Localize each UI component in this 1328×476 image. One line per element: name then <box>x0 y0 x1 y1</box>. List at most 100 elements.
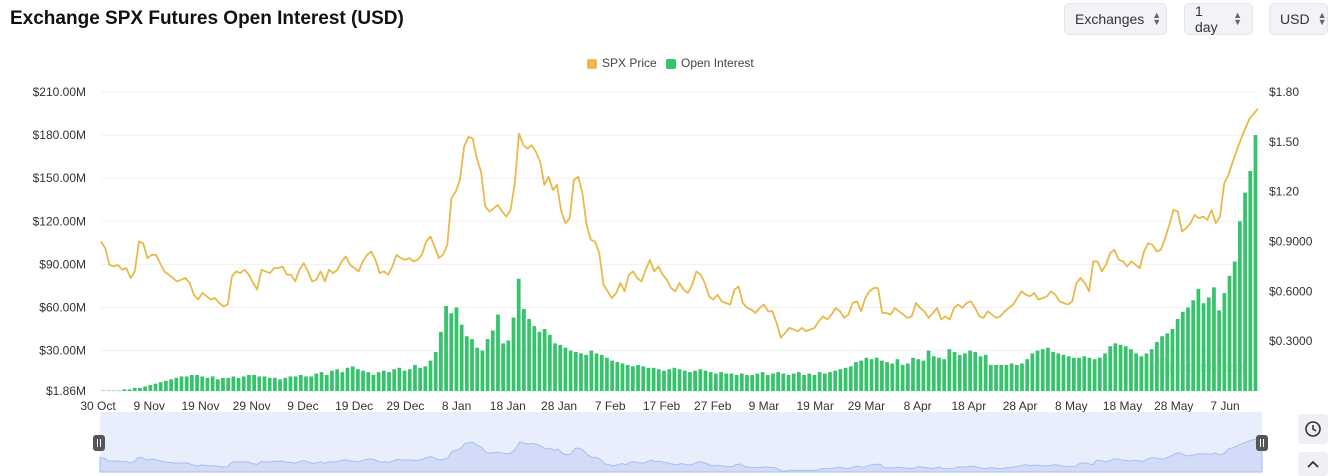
oi-bar[interactable] <box>594 353 599 391</box>
oi-bar[interactable] <box>413 364 417 391</box>
oi-bar[interactable] <box>153 383 158 391</box>
oi-bar[interactable] <box>148 385 153 391</box>
oi-bar[interactable] <box>880 360 884 391</box>
oi-bar[interactable] <box>278 379 282 391</box>
oi-bar[interactable] <box>563 347 568 391</box>
oi-bar[interactable] <box>620 363 625 392</box>
oi-bar[interactable] <box>988 364 993 391</box>
oi-bar[interactable] <box>1020 363 1024 392</box>
oi-bar[interactable] <box>1061 354 1066 391</box>
oi-bar[interactable] <box>859 360 864 391</box>
oi-bar[interactable] <box>319 372 324 391</box>
oi-bar[interactable] <box>1046 347 1050 391</box>
oi-bar[interactable] <box>703 370 708 391</box>
oi-bar[interactable] <box>1165 333 1170 391</box>
oi-bar[interactable] <box>937 357 941 391</box>
oi-bar[interactable] <box>895 359 900 391</box>
oi-bar[interactable] <box>257 376 262 391</box>
oi-bar[interactable] <box>1238 221 1242 391</box>
navigator-handle-right[interactable] <box>1256 435 1268 451</box>
oi-bar[interactable] <box>314 373 319 391</box>
oi-bar[interactable] <box>786 375 791 391</box>
oi-bar[interactable] <box>381 370 386 391</box>
oi-bar[interactable] <box>651 367 656 391</box>
oi-bar[interactable] <box>822 373 827 391</box>
oi-bar[interactable] <box>215 379 220 391</box>
oi-bar[interactable] <box>926 350 931 391</box>
oi-bar[interactable] <box>983 354 988 391</box>
oi-bar[interactable] <box>371 375 376 391</box>
oi-bar[interactable] <box>994 364 998 391</box>
oi-bar[interactable] <box>900 364 905 391</box>
oi-bar[interactable] <box>641 366 646 391</box>
oi-bar[interactable] <box>267 377 272 391</box>
oi-bar[interactable] <box>1144 353 1149 391</box>
oi-bar[interactable] <box>1217 310 1222 391</box>
oi-bar[interactable] <box>195 375 199 391</box>
oi-bar[interactable] <box>361 370 365 391</box>
oi-bar[interactable] <box>1248 171 1253 391</box>
oi-bar[interactable] <box>1077 357 1081 391</box>
oi-bar[interactable] <box>656 369 661 391</box>
oi-bar[interactable] <box>490 330 495 391</box>
oi-bar[interactable] <box>288 376 293 391</box>
oi-bar[interactable] <box>376 372 381 391</box>
oi-bar[interactable] <box>739 373 744 391</box>
oi-bar[interactable] <box>475 347 480 391</box>
oi-bar[interactable] <box>252 375 256 391</box>
oi-bar[interactable] <box>1170 329 1175 391</box>
oi-bar[interactable] <box>688 372 692 391</box>
oi-bar[interactable] <box>1232 261 1237 391</box>
oi-bar[interactable] <box>573 352 578 391</box>
oi-bar[interactable] <box>547 334 552 391</box>
oi-bar[interactable] <box>184 376 189 391</box>
oi-bar[interactable] <box>714 373 718 391</box>
oi-bar[interactable] <box>1087 357 1092 391</box>
oi-bar[interactable] <box>1113 343 1118 391</box>
oi-bar[interactable] <box>241 376 246 391</box>
oi-bar[interactable] <box>397 367 402 391</box>
oi-bar[interactable] <box>942 359 947 391</box>
oi-bar[interactable] <box>1196 288 1201 391</box>
oi-bar[interactable] <box>1082 356 1087 391</box>
oi-bar[interactable] <box>298 375 303 391</box>
collapse-button[interactable] <box>1298 452 1328 476</box>
oi-bar[interactable] <box>745 375 749 391</box>
spx-price-line[interactable] <box>100 108 1259 339</box>
oi-bar[interactable] <box>1160 336 1164 391</box>
oi-bar[interactable] <box>952 352 957 391</box>
oi-bar[interactable] <box>838 369 843 391</box>
oi-bar[interactable] <box>802 375 806 391</box>
oi-bar[interactable] <box>864 357 869 391</box>
oi-bar[interactable] <box>760 372 765 391</box>
oi-bar[interactable] <box>1040 349 1045 391</box>
oi-bar[interactable] <box>200 376 205 391</box>
oi-bar[interactable] <box>963 353 967 391</box>
oi-bar[interactable] <box>630 366 635 391</box>
oi-bar[interactable] <box>843 367 848 391</box>
oi-bar[interactable] <box>677 369 682 391</box>
oi-bar[interactable] <box>1097 357 1102 391</box>
oi-bar[interactable] <box>226 377 231 391</box>
oi-bar[interactable] <box>516 278 521 391</box>
oi-bar[interactable] <box>1025 359 1030 391</box>
oi-bar[interactable] <box>330 370 334 391</box>
oi-bar[interactable] <box>345 367 350 391</box>
oi-bar[interactable] <box>449 313 454 391</box>
oi-bar[interactable] <box>485 339 490 391</box>
oi-bar[interactable] <box>1108 346 1113 391</box>
oi-bar[interactable] <box>1180 311 1185 391</box>
oi-bar[interactable] <box>340 372 345 391</box>
oi-bar[interactable] <box>335 369 339 391</box>
oi-bar[interactable] <box>921 360 926 391</box>
oi-bar[interactable] <box>765 375 770 391</box>
oi-bar[interactable] <box>693 370 697 391</box>
oi-bar[interactable] <box>708 372 713 391</box>
oi-bar[interactable] <box>854 362 858 391</box>
oi-bar[interactable] <box>1051 352 1055 391</box>
oi-bar[interactable] <box>444 306 448 391</box>
oi-bar[interactable] <box>356 369 360 391</box>
oi-bar[interactable] <box>179 376 184 391</box>
oi-bar[interactable] <box>324 375 329 391</box>
oi-bar[interactable] <box>537 331 542 391</box>
